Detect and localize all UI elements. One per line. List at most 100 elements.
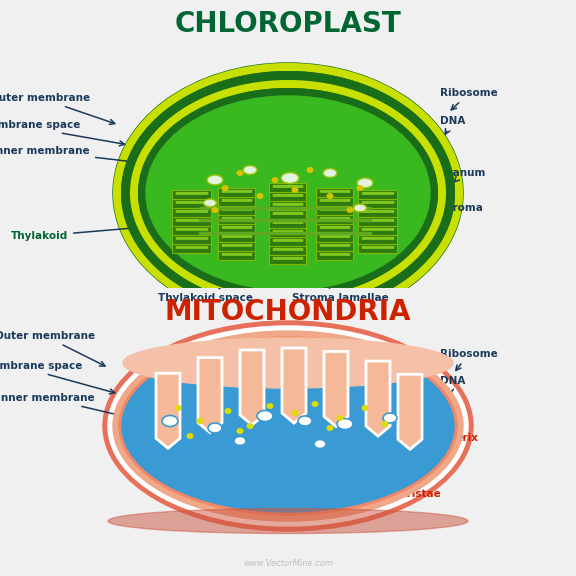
FancyBboxPatch shape (272, 230, 304, 233)
FancyBboxPatch shape (222, 190, 252, 193)
Text: Intermembrane space: Intermembrane space (0, 361, 115, 394)
Ellipse shape (267, 403, 274, 409)
PathPatch shape (113, 63, 463, 323)
Ellipse shape (211, 207, 218, 213)
Ellipse shape (196, 418, 203, 424)
FancyBboxPatch shape (358, 209, 397, 218)
FancyBboxPatch shape (270, 247, 306, 256)
Ellipse shape (381, 421, 388, 427)
FancyBboxPatch shape (218, 242, 256, 252)
PathPatch shape (324, 351, 348, 426)
FancyBboxPatch shape (272, 257, 304, 260)
FancyBboxPatch shape (172, 218, 211, 226)
FancyBboxPatch shape (218, 233, 256, 242)
Ellipse shape (323, 169, 337, 177)
FancyBboxPatch shape (270, 210, 306, 219)
FancyBboxPatch shape (270, 229, 306, 237)
PathPatch shape (240, 350, 264, 425)
Ellipse shape (234, 437, 246, 445)
FancyBboxPatch shape (316, 207, 354, 215)
FancyBboxPatch shape (272, 221, 304, 224)
Ellipse shape (271, 177, 279, 183)
Ellipse shape (203, 199, 217, 207)
PathPatch shape (198, 358, 222, 433)
FancyBboxPatch shape (320, 253, 350, 256)
Ellipse shape (312, 401, 319, 407)
FancyBboxPatch shape (218, 198, 256, 207)
FancyBboxPatch shape (172, 236, 211, 244)
Ellipse shape (306, 167, 313, 173)
FancyBboxPatch shape (176, 201, 209, 204)
Ellipse shape (108, 509, 468, 533)
FancyBboxPatch shape (320, 190, 350, 193)
Ellipse shape (327, 425, 334, 431)
Text: Stroma: Stroma (419, 203, 483, 214)
Text: Outer membrane: Outer membrane (0, 331, 105, 366)
FancyBboxPatch shape (272, 185, 304, 188)
Ellipse shape (175, 405, 181, 411)
Text: Thylakoid space: Thylakoid space (157, 272, 252, 303)
FancyBboxPatch shape (362, 201, 395, 204)
Ellipse shape (362, 405, 369, 411)
FancyBboxPatch shape (172, 209, 211, 218)
Ellipse shape (298, 416, 312, 426)
Ellipse shape (243, 165, 257, 175)
Ellipse shape (336, 415, 343, 421)
FancyBboxPatch shape (272, 248, 304, 251)
FancyBboxPatch shape (358, 226, 397, 236)
Ellipse shape (225, 408, 232, 414)
FancyBboxPatch shape (316, 242, 354, 252)
Ellipse shape (347, 207, 354, 213)
Ellipse shape (357, 178, 373, 188)
FancyBboxPatch shape (316, 215, 354, 225)
FancyBboxPatch shape (218, 207, 256, 215)
Ellipse shape (256, 193, 263, 199)
FancyBboxPatch shape (316, 188, 354, 198)
Text: MITOCHONDRIA: MITOCHONDRIA (165, 298, 411, 326)
Ellipse shape (208, 423, 222, 433)
Ellipse shape (162, 415, 178, 426)
Text: Outer membrane: Outer membrane (0, 93, 115, 124)
Text: DNA: DNA (440, 116, 465, 134)
FancyBboxPatch shape (320, 217, 350, 220)
FancyBboxPatch shape (320, 244, 350, 247)
Ellipse shape (281, 172, 299, 184)
PathPatch shape (282, 348, 306, 423)
Ellipse shape (327, 193, 334, 199)
FancyBboxPatch shape (172, 191, 211, 199)
Text: Thylakoid: Thylakoid (11, 221, 188, 241)
Text: CHLOROPLAST: CHLOROPLAST (175, 10, 401, 38)
Ellipse shape (314, 439, 326, 449)
FancyBboxPatch shape (316, 198, 354, 207)
FancyBboxPatch shape (222, 253, 252, 256)
Ellipse shape (122, 340, 454, 512)
Text: Cristae: Cristae (314, 482, 442, 499)
Ellipse shape (257, 411, 273, 422)
FancyBboxPatch shape (270, 202, 306, 210)
FancyBboxPatch shape (176, 219, 209, 222)
FancyBboxPatch shape (320, 208, 350, 211)
FancyBboxPatch shape (222, 235, 252, 238)
FancyBboxPatch shape (176, 246, 209, 249)
FancyBboxPatch shape (316, 225, 354, 233)
FancyBboxPatch shape (358, 236, 397, 244)
Text: Ribosome: Ribosome (440, 349, 498, 370)
PathPatch shape (138, 88, 438, 298)
FancyBboxPatch shape (176, 192, 209, 195)
FancyBboxPatch shape (358, 244, 397, 253)
FancyBboxPatch shape (272, 239, 304, 242)
FancyBboxPatch shape (222, 226, 252, 229)
FancyBboxPatch shape (362, 210, 395, 213)
Ellipse shape (146, 96, 430, 290)
FancyBboxPatch shape (222, 208, 252, 211)
Ellipse shape (113, 63, 463, 323)
FancyBboxPatch shape (362, 219, 395, 222)
Text: Ribosome: Ribosome (440, 88, 498, 110)
Ellipse shape (207, 175, 223, 185)
FancyBboxPatch shape (222, 217, 252, 220)
FancyBboxPatch shape (270, 219, 306, 229)
Ellipse shape (383, 413, 397, 423)
FancyBboxPatch shape (362, 237, 395, 240)
FancyBboxPatch shape (272, 194, 304, 197)
Ellipse shape (103, 321, 473, 531)
